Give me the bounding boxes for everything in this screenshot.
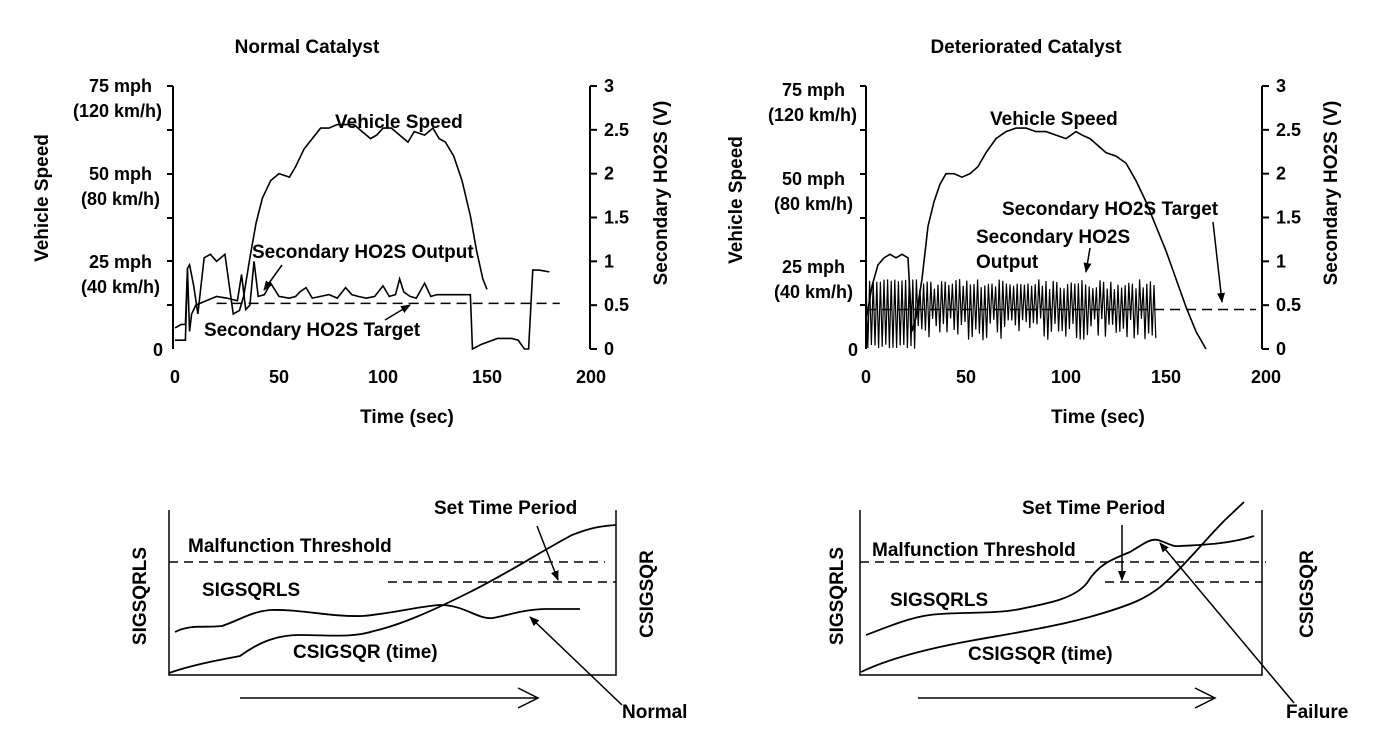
right-tick-label: 2.5 (1276, 120, 1301, 140)
csigsqr-curve (168, 524, 617, 674)
diagram-axes (168, 510, 617, 676)
label-result-normal: Normal (622, 702, 687, 723)
annotation-ho2s-target: Secondary HO2S Target (204, 320, 421, 341)
label-sigsqrls: SIGSQRLS (202, 580, 300, 601)
annotation-arrow (1159, 542, 1295, 704)
left-tick-label: 50 mph (89, 164, 152, 184)
x-tick-label: 50 (269, 367, 289, 387)
right-tick-label: 0 (604, 339, 614, 359)
label-csigsqr: CSIGSQR (time) (293, 642, 438, 663)
right-tick-label: 0 (1276, 339, 1286, 359)
label-csigsqr: CSIGSQR (time) (968, 644, 1113, 665)
annotation-arrow (1212, 221, 1225, 303)
x-tick-label: 150 (472, 367, 502, 387)
right-label: CSIGSQR (1297, 550, 1318, 638)
time-arrow-head (1194, 687, 1217, 709)
left-tick-label: (80 km/h) (81, 189, 160, 209)
left-tick-label: (80 km/h) (774, 194, 853, 214)
annotation-ho2s-output: Secondary HO2S (976, 227, 1130, 248)
label-set-time-period: Set Time Period (1022, 498, 1165, 519)
left-tick-label: 50 mph (782, 169, 845, 189)
right-tick-label: 0.5 (1276, 295, 1301, 315)
x-tick-label: 100 (368, 367, 398, 387)
y-axis-label-left: Vehicle Speed (32, 134, 53, 262)
annotation-arrow (1083, 247, 1092, 273)
right-tick-label: 0.5 (604, 295, 629, 315)
left-tick-label: 0 (153, 340, 163, 360)
y-axis-label-left: Vehicle Speed (726, 136, 747, 264)
x-axis-label: Time (sec) (1051, 407, 1145, 428)
x-tick-label: 200 (576, 367, 606, 387)
x-tick-label: 150 (1151, 367, 1181, 387)
label-result-failure: Failure (1286, 702, 1348, 723)
annotation-arrow (536, 525, 559, 581)
annotation-ho2s-output: Output (976, 252, 1039, 273)
normal-sigsqr-diagram: SIGSQRLS CSIGSQR Set Time Period Malfunc… (130, 498, 687, 723)
label-set-time-period: Set Time Period (434, 498, 577, 519)
left-tick-label: (120 km/h) (768, 105, 857, 125)
failure-sigsqr-diagram: SIGSQRLS CSIGSQR Set Time Period Malfunc… (827, 498, 1348, 723)
diagram-axes (859, 510, 1263, 676)
annotation-arrow (384, 304, 411, 321)
right-label: CSIGSQR (637, 550, 658, 638)
deteriorated-catalyst-chart: Deteriorated Catalyst 75 mph (120 km/h) … (726, 37, 1342, 428)
label-sigsqrls: SIGSQRLS (890, 590, 988, 611)
x-tick-label: 100 (1051, 367, 1081, 387)
right-tick-label: 1.5 (604, 208, 629, 228)
csigsqr-curve (860, 501, 1245, 673)
x-tick-label: 0 (170, 367, 180, 387)
annotation-vehicle-speed: Vehicle Speed (335, 112, 463, 133)
annotation-arrow (529, 616, 623, 706)
chart-title: Deteriorated Catalyst (930, 37, 1122, 58)
left-label: SIGSQRLS (827, 547, 848, 645)
chart-title: Normal Catalyst (235, 37, 380, 58)
left-tick-label: (120 km/h) (73, 101, 162, 121)
ho2s-output-line (865, 279, 1157, 349)
time-arrow-head (517, 687, 540, 709)
right-tick-label: 1.5 (1276, 208, 1301, 228)
x-axis-label: Time (sec) (360, 407, 454, 428)
x-tick-label: 200 (1251, 367, 1281, 387)
right-tick-label: 2 (1276, 164, 1286, 184)
label-malfunction-threshold: Malfunction Threshold (188, 536, 392, 557)
y-axis-label-right: Secondary HO2S (V) (1321, 101, 1342, 286)
x-tick-label: 50 (956, 367, 976, 387)
annotation-arrow (263, 264, 283, 291)
left-label: SIGSQRLS (130, 547, 151, 645)
left-tick-label: (40 km/h) (81, 277, 160, 297)
sigsqrls-curve (865, 535, 1255, 636)
y-axis-label-right: Secondary HO2S (V) (651, 101, 672, 286)
left-tick-label: 25 mph (89, 252, 152, 272)
right-tick-label: 2.5 (604, 120, 629, 140)
right-tick-label: 1 (1276, 251, 1286, 271)
annotation-ho2s-output: Secondary HO2S Output (252, 242, 474, 263)
vehicle-speed-line (174, 123, 488, 329)
right-tick-label: 3 (604, 76, 614, 96)
left-tick-label: (40 km/h) (774, 282, 853, 302)
annotation-vehicle-speed: Vehicle Speed (990, 109, 1118, 130)
vehicle-speed-line (865, 127, 1207, 350)
x-tick-label: 0 (861, 367, 871, 387)
right-tick-label: 1 (604, 251, 614, 271)
left-tick-label: 0 (848, 340, 858, 360)
annotation-ho2s-target: Secondary HO2S Target (1002, 199, 1219, 220)
left-tick-label: 25 mph (782, 257, 845, 277)
sigsqrls-curve (174, 604, 580, 633)
right-tick-label: 3 (1276, 76, 1286, 96)
label-malfunction-threshold: Malfunction Threshold (872, 540, 1076, 561)
ho2s-output-line (175, 261, 550, 351)
left-tick-label: 75 mph (89, 76, 152, 96)
left-tick-label: 75 mph (782, 80, 845, 100)
right-tick-label: 2 (604, 164, 614, 184)
normal-catalyst-chart: Normal Catalyst 75 mph (120 km/h) 50 mph… (32, 37, 672, 428)
